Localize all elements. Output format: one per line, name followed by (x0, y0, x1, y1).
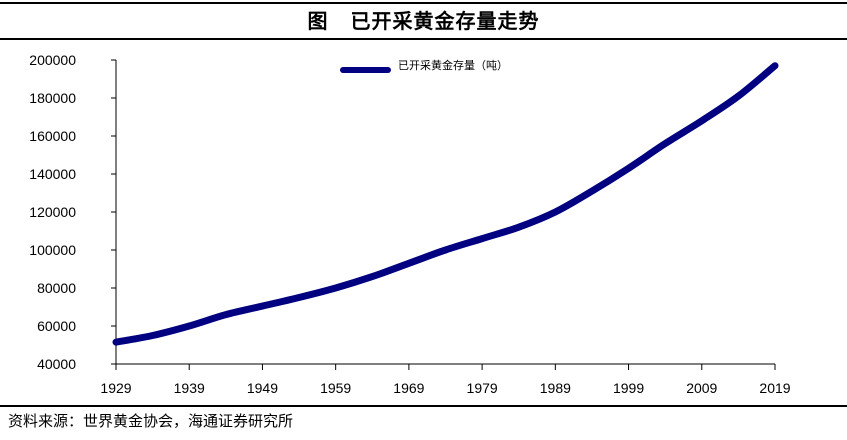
y-axis: 40000 60000 80000 100000 120000 140000 160000 1… (29, 52, 117, 372)
chart-title: 图已开采黄金存量走势 (0, 5, 847, 34)
y-tick-label: 120000 (29, 204, 76, 220)
source-note: 资料来源：世界黄金协会，海通证券研究所 (8, 412, 294, 430)
legend-label: 已开采黄金存量（吨） (398, 58, 508, 72)
x-tick-label: 1959 (320, 380, 351, 396)
y-tick-label: 160000 (29, 128, 76, 144)
x-tick-label: 1929 (100, 380, 131, 396)
title-bar (0, 2, 847, 40)
x-tick-label: 1999 (613, 380, 644, 396)
y-tick-label: 80000 (37, 280, 76, 296)
y-tick-label: 200000 (29, 52, 76, 68)
y-tick-label: 140000 (29, 166, 76, 182)
x-tick-label: 1979 (467, 380, 498, 396)
x-tick-label: 1969 (393, 380, 424, 396)
series-line (112, 62, 779, 346)
x-tick-label: 1989 (540, 380, 571, 396)
y-tick-label: 60000 (37, 318, 76, 334)
x-tick-label: 2019 (759, 380, 790, 396)
title-text: 已开采黄金存量走势 (350, 9, 540, 33)
legend: 已开采黄金存量（吨） (340, 58, 508, 73)
x-tick-label: 1939 (174, 380, 205, 396)
line-chart: 40000 60000 80000 100000 120000 140000 160000 1… (29, 52, 791, 396)
y-tick-label: 180000 (29, 90, 76, 106)
source-divider (0, 405, 847, 407)
y-tick-label: 40000 (37, 356, 76, 372)
y-tick-label: 100000 (29, 242, 76, 258)
x-tick-label: 2009 (686, 380, 717, 396)
figure-label: 图 (307, 9, 329, 33)
x-axis: 1929 1939 1949 1959 1969 1979 1989 1999 2009 2019 (100, 363, 791, 396)
x-tick-label: 1949 (247, 380, 278, 396)
